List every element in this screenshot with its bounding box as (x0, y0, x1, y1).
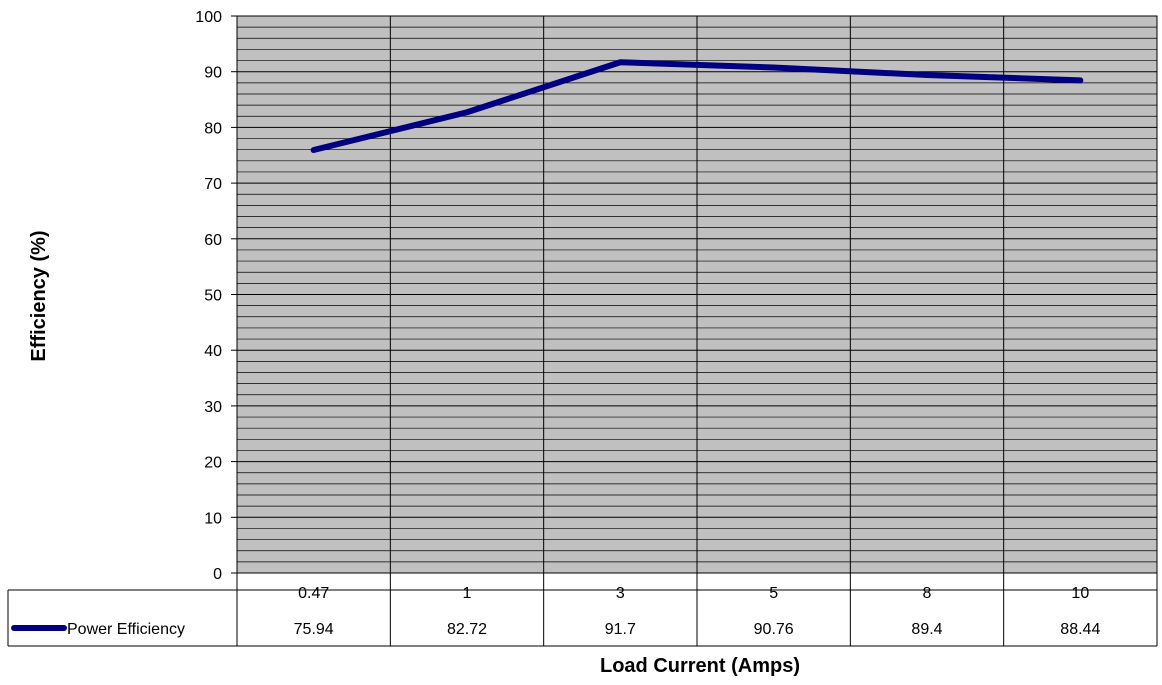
data-point (1077, 77, 1083, 83)
series-layer (310, 59, 1084, 154)
y-tick-label: 90 (204, 65, 222, 82)
series-line-power-efficiency (310, 59, 1084, 154)
x-axis-title: Load Current (Amps) (600, 655, 800, 677)
data-point (311, 147, 317, 153)
category-gridlines (389, 16, 1005, 573)
y-axis-title: Efficiency (%) (28, 230, 50, 361)
y-axis-tick-labels: 0 10 20 30 40 50 60 70 80 90 100 (195, 9, 222, 583)
data-table-value: 88.44 (1060, 621, 1100, 638)
data-table-value: 91.7 (605, 621, 636, 638)
y-tick-label: 40 (204, 343, 222, 360)
y-tick-label: 60 (204, 232, 222, 249)
data-table-value: 75.94 (294, 621, 334, 638)
y-tick-label: 30 (204, 399, 222, 416)
y-tick-label: 100 (195, 9, 222, 26)
x-tick-label: 10 (1071, 585, 1089, 602)
data-table-value: 90.76 (754, 621, 794, 638)
y-tick-label: 0 (213, 566, 222, 583)
legend-series-name: Power Efficiency (67, 621, 185, 638)
data-table-value: 82.72 (447, 621, 487, 638)
y-tick-label: 10 (204, 510, 222, 527)
x-tick-label: 3 (616, 585, 625, 602)
y-axis-ticks (231, 15, 237, 574)
y-tick-label: 50 (204, 288, 222, 305)
x-tick-label: 5 (769, 585, 778, 602)
x-tick-label: 8 (923, 585, 932, 602)
data-point (617, 59, 623, 65)
data-table-value: 89.4 (911, 621, 942, 638)
x-tick-label: 0.47 (298, 585, 329, 602)
data-point (771, 64, 777, 70)
data-point (464, 109, 470, 115)
data-table: 0.47 1 3 5 8 10 75.94 82.72 91.7 90.76 89.4 88.44 Po… (7, 572, 1158, 647)
x-tick-label: 1 (463, 585, 472, 602)
y-tick-label: 80 (204, 120, 222, 137)
data-point (924, 72, 930, 78)
y-tick-label: 70 (204, 176, 222, 193)
y-tick-label: 20 (204, 455, 222, 472)
